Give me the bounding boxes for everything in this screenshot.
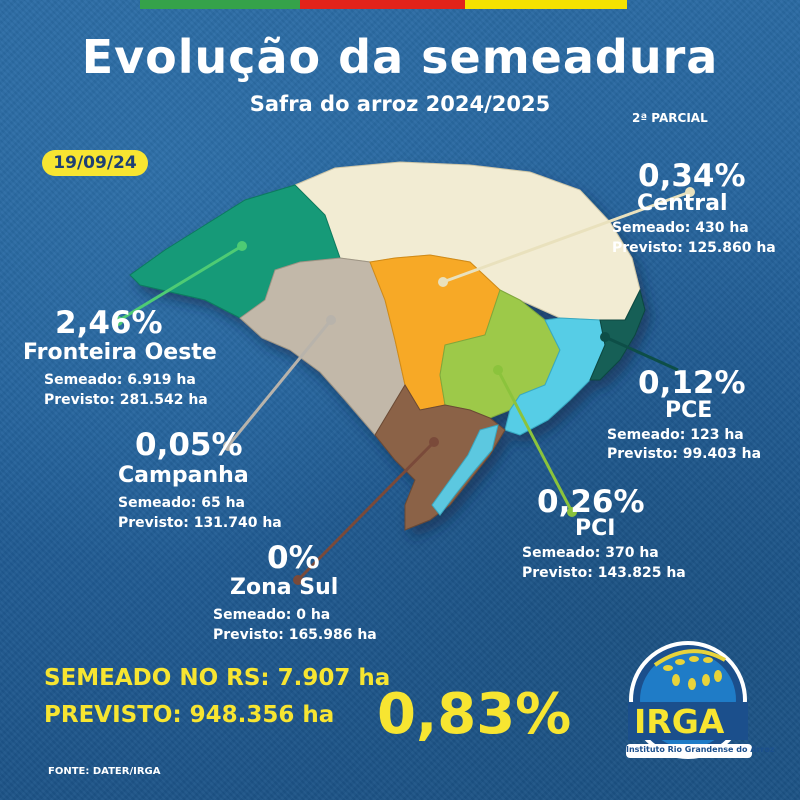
pce-previsto: Previsto: 99.403 ha — [607, 446, 762, 462]
flag-stripe-yellow — [465, 0, 627, 9]
marker-central — [438, 277, 448, 287]
zona-sul-semeado: Semeado: 0 ha — [213, 607, 331, 623]
flag-stripe-green — [140, 0, 300, 9]
leader-line-pce — [604, 335, 679, 372]
lagoa-dos-patos — [431, 424, 499, 516]
leader-line-campanha — [226, 319, 333, 447]
leader-line-fronteira-oeste — [117, 244, 243, 323]
leader-line-zona-sul — [296, 440, 436, 582]
central-name: Central — [637, 191, 728, 216]
irga-logo-text: IRGA — [634, 702, 725, 741]
fronteira-oeste-semeado: Semeado: 6.919 ha — [44, 372, 196, 388]
leader-line-pci — [496, 369, 574, 513]
campanha-name: Campanha — [118, 463, 249, 488]
total-previsto: PREVISTO: 948.356 ha — [44, 702, 335, 728]
central-semeado: Semeado: 430 ha — [612, 220, 749, 236]
central-previsto: Previsto: 125.860 ha — [612, 240, 776, 256]
source-note: FONTE: DATER/IRGA — [48, 766, 161, 777]
campanha-percent: 0,05% — [135, 427, 243, 463]
parcial-label: 2ª PARCIAL — [632, 111, 708, 125]
campanha-previsto: Previsto: 131.740 ha — [118, 515, 282, 531]
pce-semeado: Semeado: 123 ha — [607, 427, 744, 443]
page-title: Evolução da semeadura — [81, 30, 719, 84]
total-semeado: SEMEADO NO RS: 7.907 ha — [44, 665, 391, 691]
zona-sul-name: Zona Sul — [230, 575, 339, 600]
page-subtitle: Safra do arroz 2024/2025 — [249, 92, 551, 116]
pci-percent: 0,26% — [537, 484, 645, 520]
campanha-semeado: Semeado: 65 ha — [118, 495, 245, 511]
pce-name: PCE — [665, 398, 713, 423]
fronteira-oeste-name: Fronteira Oeste — [23, 340, 217, 365]
fronteira-oeste-percent: 2,46% — [55, 305, 163, 341]
central-percent: 0,34% — [638, 158, 746, 194]
fronteira-oeste-previsto: Previsto: 281.542 ha — [44, 392, 208, 408]
zona-sul-previsto: Previsto: 165.986 ha — [213, 627, 377, 643]
zona-sul-percent: 0% — [267, 540, 320, 576]
pce-percent: 0,12% — [638, 365, 746, 401]
date-badge: 19/09/24 — [42, 150, 148, 176]
region-zona-sul — [374, 384, 506, 531]
total-percent: 0,83% — [377, 682, 572, 747]
pci-semeado: Semeado: 370 ha — [522, 545, 659, 561]
pci-previsto: Previsto: 143.825 ha — [522, 565, 686, 581]
irga-logo-subtext: Instituto Rio Grandense do Arroz — [626, 745, 775, 754]
leader-line-central — [442, 190, 691, 284]
flag-stripe-red — [300, 0, 465, 9]
pci-name: PCI — [575, 516, 616, 541]
